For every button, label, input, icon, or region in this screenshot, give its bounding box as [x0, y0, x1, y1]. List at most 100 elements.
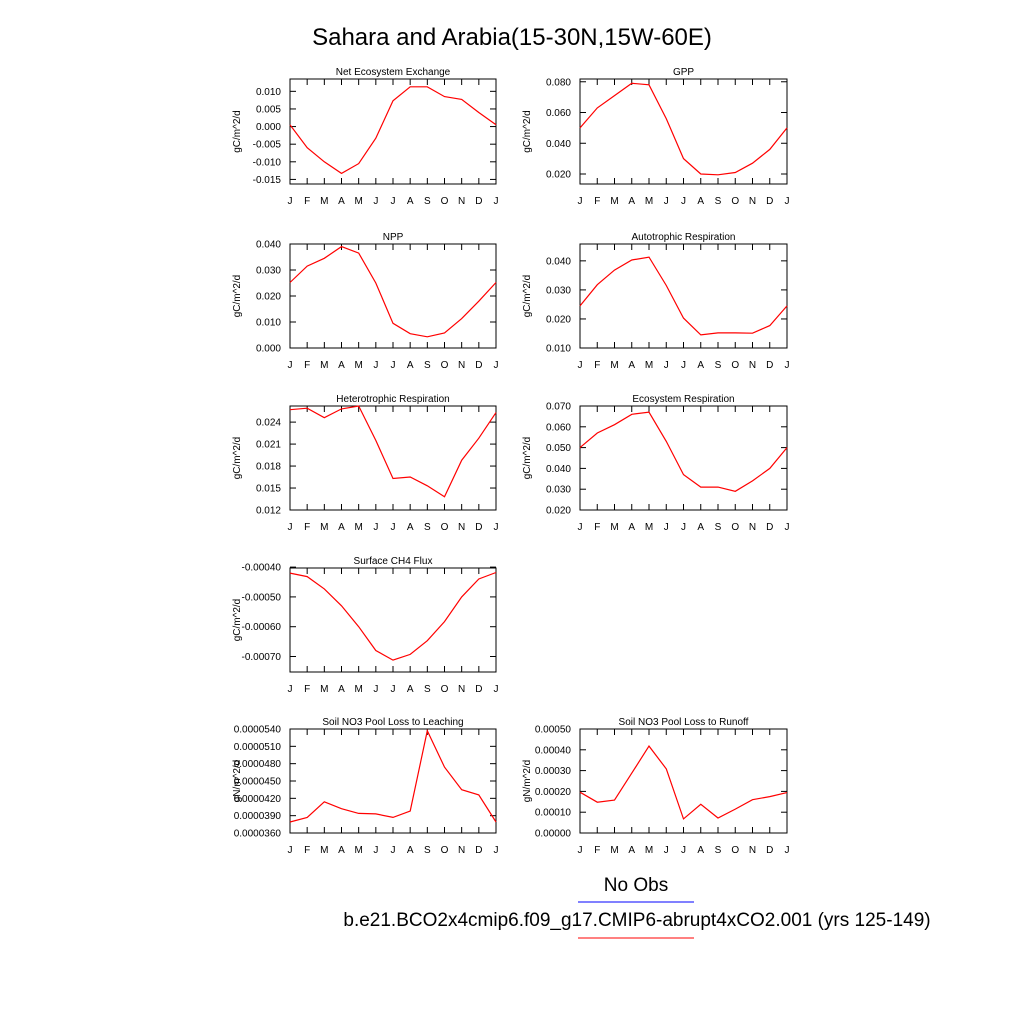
- x-tick-label: A: [407, 684, 414, 695]
- x-tick-label: D: [475, 522, 482, 533]
- y-axis-label: gC/m^2/d: [232, 437, 243, 480]
- panel-title: Ecosystem Respiration: [632, 394, 734, 405]
- x-tick-label: J: [578, 522, 583, 533]
- x-tick-label: S: [715, 360, 722, 371]
- x-tick-label: J: [681, 360, 686, 371]
- x-tick-label: O: [731, 360, 739, 371]
- y-tick-label: 0.080: [546, 77, 571, 88]
- y-tick-label: 0.012: [256, 506, 281, 517]
- y-tick-label: 0.020: [546, 170, 571, 181]
- y-tick-label: 0.020: [546, 314, 571, 325]
- x-tick-label: J: [785, 845, 790, 856]
- x-tick-label: J: [494, 845, 499, 856]
- x-tick-label: J: [373, 684, 378, 695]
- y-axis-label: gN/m^2/d: [232, 760, 243, 803]
- x-tick-label: M: [320, 845, 328, 856]
- x-tick-label: J: [494, 522, 499, 533]
- x-tick-label: M: [610, 845, 618, 856]
- legend-label-model: b.e21.BCO2x4cmip6.f09_g17.CMIP6-abrupt4x…: [343, 910, 930, 931]
- y-tick-label: -0.005: [253, 140, 282, 151]
- y-tick-label: 0.018: [256, 462, 281, 473]
- x-tick-label: O: [731, 522, 739, 533]
- figure-title: Sahara and Arabia(15-30N,15W-60E): [312, 24, 712, 51]
- x-tick-label: J: [288, 522, 293, 533]
- x-tick-label: D: [475, 360, 482, 371]
- y-tick-label: 0.010: [256, 87, 281, 98]
- y-tick-label: 0.040: [546, 256, 571, 267]
- x-tick-label: J: [578, 196, 583, 207]
- x-tick-label: A: [628, 845, 635, 856]
- panel-7: Surface CH4 Flux gC/m^2/d -0.00070 -0.00060…: [232, 556, 499, 695]
- y-axis-label: gN/m^2/d: [522, 760, 533, 803]
- y-tick-label: 0.070: [546, 402, 571, 413]
- x-tick-label: A: [338, 522, 345, 533]
- x-tick-label: S: [424, 196, 431, 207]
- x-tick-label: M: [610, 360, 618, 371]
- x-tick-label: S: [715, 522, 722, 533]
- y-tick-label: 0.060: [546, 108, 571, 119]
- y-axis-label: gC/m^2/d: [522, 110, 533, 153]
- x-tick-label: J: [373, 360, 378, 371]
- x-tick-label: N: [458, 684, 465, 695]
- x-tick-label: D: [475, 196, 482, 207]
- x-tick-label: A: [697, 845, 704, 856]
- y-tick-label: 0.0000390: [234, 811, 282, 822]
- panel-4: Autotrophic Respiration gC/m^2/d 0.010 0.02…: [522, 232, 790, 371]
- y-tick-label: -0.00040: [242, 563, 282, 574]
- y-tick-label: -0.010: [253, 157, 282, 168]
- x-tick-label: A: [338, 684, 345, 695]
- y-tick-label: 0.040: [546, 464, 571, 475]
- x-tick-label: S: [424, 845, 431, 856]
- series-line: [289, 728, 497, 823]
- y-tick-label: 0.0000420: [234, 794, 282, 805]
- x-tick-label: J: [664, 360, 669, 371]
- plot-frame: [579, 243, 788, 349]
- x-tick-label: A: [697, 522, 704, 533]
- x-tick-label: J: [681, 196, 686, 207]
- y-tick-label: 0.015: [256, 484, 281, 495]
- panel-title: GPP: [673, 67, 694, 78]
- y-tick-label: 0.0000360: [234, 829, 282, 840]
- x-tick-label: J: [785, 360, 790, 371]
- x-tick-label: F: [304, 196, 310, 207]
- x-tick-label: J: [373, 845, 378, 856]
- y-tick-label: -0.015: [253, 175, 282, 186]
- x-tick-label: D: [766, 196, 773, 207]
- x-tick-label: J: [288, 684, 293, 695]
- y-tick-label: 0.010: [546, 344, 571, 355]
- x-tick-label: J: [494, 196, 499, 207]
- x-tick-label: S: [424, 522, 431, 533]
- y-tick-label: 0.040: [546, 139, 571, 150]
- x-tick-label: F: [594, 196, 600, 207]
- x-tick-label: O: [441, 845, 449, 856]
- y-tick-label: 0.0000450: [234, 777, 282, 788]
- x-tick-label: M: [645, 845, 653, 856]
- x-tick-label: O: [441, 522, 449, 533]
- series-line: [289, 86, 497, 175]
- x-tick-label: A: [628, 360, 635, 371]
- y-tick-label: 0.00000: [535, 829, 572, 840]
- y-tick-label: 0.0000480: [234, 759, 282, 770]
- x-tick-label: J: [391, 522, 396, 533]
- series-line: [289, 571, 497, 661]
- y-tick-label: -0.00060: [242, 622, 282, 633]
- panel-title: Autotrophic Respiration: [632, 232, 736, 243]
- y-tick-label: 0.000: [256, 344, 281, 355]
- y-axis-label: gC/m^2/d: [232, 110, 243, 153]
- legend: No Obs b.e21.BCO2x4cmip6.f09_g17.CMIP6-a…: [343, 875, 931, 939]
- y-tick-label: 0.0000510: [234, 742, 282, 753]
- series-line: [579, 411, 788, 492]
- x-tick-label: F: [594, 522, 600, 533]
- x-tick-label: F: [304, 684, 310, 695]
- x-tick-label: S: [715, 845, 722, 856]
- x-tick-label: A: [407, 360, 414, 371]
- series-line: [579, 745, 788, 820]
- plot-frame: [289, 405, 497, 511]
- y-tick-label: -0.00050: [242, 592, 282, 603]
- x-tick-label: M: [320, 196, 328, 207]
- x-tick-label: N: [458, 196, 465, 207]
- panel-title: Soil NO3 Pool Loss to Runoff: [619, 717, 749, 728]
